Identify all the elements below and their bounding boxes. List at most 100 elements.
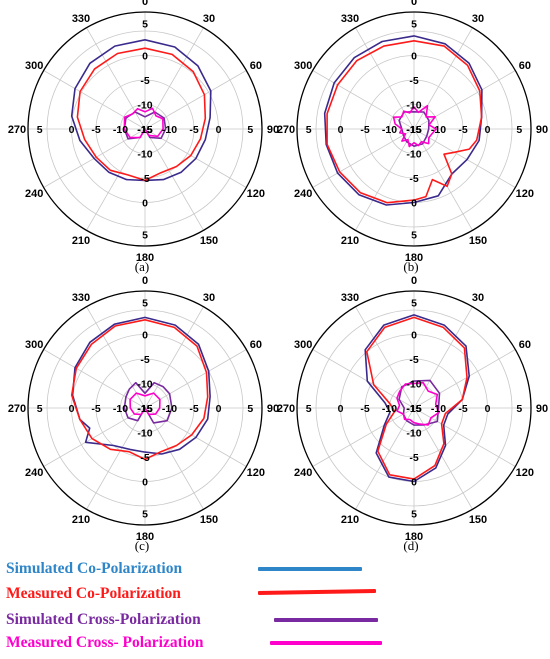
angle-tick-label: 210	[341, 235, 359, 247]
radial-tick-label: 5	[37, 124, 43, 136]
series-line	[398, 111, 430, 147]
radial-tick-label: -10	[113, 124, 128, 136]
angle-tick-label: 270	[277, 124, 295, 136]
radial-tick-label: 5	[142, 508, 148, 520]
angle-tick-label: 150	[200, 235, 218, 247]
angle-tick-label: 330	[341, 292, 359, 304]
radial-tick-label: 0	[142, 477, 148, 489]
grid-spoke	[413, 407, 516, 467]
angle-tick-label: 210	[341, 514, 359, 526]
radial-tick-label: -10	[137, 428, 152, 440]
radial-tick-label: -15	[137, 403, 152, 415]
radial-tick-label: 0	[338, 124, 344, 136]
radial-tick-label: -15	[406, 124, 421, 136]
radial-tick-label: -10	[162, 124, 177, 136]
radial-tick-label: -15	[406, 403, 421, 415]
series-line	[123, 107, 164, 139]
angle-tick-label: 210	[72, 235, 90, 247]
radial-tick-label: 0	[142, 198, 148, 210]
grid-spoke	[355, 128, 415, 231]
series-line	[76, 47, 207, 182]
grid-spoke	[86, 128, 146, 231]
angle-tick-label: 180	[136, 531, 154, 540]
radial-tick-label: 5	[306, 124, 312, 136]
grid-spoke	[43, 70, 146, 130]
legend-swatch	[274, 618, 378, 622]
radial-tick-label: 0	[411, 330, 417, 342]
radial-tick-label: 0	[69, 403, 75, 415]
legend-item-simulated-cross: Simulated Cross-Polarization	[6, 611, 406, 633]
grid-spoke	[144, 27, 204, 130]
angle-tick-label: 270	[8, 403, 26, 415]
grid-spoke	[144, 306, 204, 409]
grid-ring	[95, 79, 195, 179]
angle-tick-label: 330	[72, 292, 90, 304]
series-line	[71, 316, 211, 455]
angle-tick-label: 330	[341, 13, 359, 25]
grid-spoke	[86, 306, 146, 409]
radial-tick-label: 0	[216, 124, 222, 136]
radial-tick-label: 0	[216, 403, 222, 415]
grid-ring	[46, 309, 244, 507]
angle-tick-label: 240	[25, 467, 43, 479]
radial-tick-label: 0	[69, 124, 75, 136]
radial-tick-label: 5	[411, 508, 417, 520]
radial-tick-label: 5	[411, 298, 417, 310]
polar-panel: 0 30 60 90 120 150 180 210 240 270 300 330 5 0 -5 -10 -1…	[8, 275, 279, 540]
radial-tick-label: 0	[485, 403, 491, 415]
angle-tick-label: 180	[136, 252, 154, 264]
legend-item-measured-cross: Measured Cross- Polarization	[6, 634, 406, 656]
grid-ring	[120, 104, 170, 154]
angle-tick-label: 30	[472, 13, 484, 25]
grid-spoke	[144, 128, 204, 231]
radial-tick-label: 5	[142, 229, 148, 241]
radial-tick-label: 0	[338, 403, 344, 415]
angle-tick-label: 0	[142, 0, 148, 8]
grid-ring	[389, 104, 439, 154]
radial-tick-label: -5	[458, 124, 467, 136]
grid-spoke	[144, 349, 247, 409]
radial-tick-label: -15	[406, 124, 421, 136]
radial-tick-label: -10	[137, 379, 152, 391]
angle-tick-label: 60	[250, 339, 262, 351]
angle-tick-label: 240	[294, 467, 312, 479]
angle-tick-label: 120	[516, 188, 534, 200]
radial-tick-label: 5	[37, 403, 43, 415]
radial-tick-label: -10	[137, 100, 152, 112]
angle-tick-label: 300	[25, 60, 43, 72]
radial-tick-label: 5	[411, 229, 417, 241]
radial-tick-label: -5	[140, 75, 149, 87]
series-line	[364, 314, 470, 483]
legend-swatch	[270, 641, 382, 645]
grid-spoke	[413, 407, 473, 510]
angle-tick-label: 180	[405, 252, 423, 264]
radial-tick-label: 5	[516, 403, 522, 415]
angle-tick-label: 150	[469, 235, 487, 247]
radial-tick-label: -10	[406, 428, 421, 440]
radial-tick-label: -15	[137, 124, 152, 136]
legend-swatch	[258, 567, 362, 571]
radial-tick-label: -15	[137, 403, 152, 415]
angle-tick-label: 120	[516, 467, 534, 479]
radial-tick-label: 0	[142, 330, 148, 342]
angle-tick-label: 120	[247, 467, 265, 479]
legend-label: Measured Cross- Polarization	[6, 634, 204, 651]
series-line	[392, 104, 437, 148]
polar-panel: 0 30 60 90 120 150 180 210 240 270 300 330 5 0 -5 -10 -1…	[277, 275, 548, 540]
radial-tick-label: -15	[137, 124, 152, 136]
radial-tick-label: 5	[247, 403, 253, 415]
outer-ring	[296, 290, 532, 526]
radial-tick-label: -5	[409, 173, 418, 185]
series-line	[70, 319, 209, 461]
grid-spoke	[413, 128, 516, 188]
legend-label: Simulated Cross-Polarization	[6, 611, 201, 628]
grid-spoke	[86, 407, 146, 510]
angle-tick-label: 30	[203, 292, 215, 304]
grid-spoke	[413, 70, 516, 130]
grid-ring	[364, 358, 464, 458]
radial-tick-label: -10	[406, 149, 421, 161]
angle-tick-label: 300	[294, 339, 312, 351]
series-line	[323, 35, 483, 206]
angle-tick-label: 60	[519, 60, 531, 72]
